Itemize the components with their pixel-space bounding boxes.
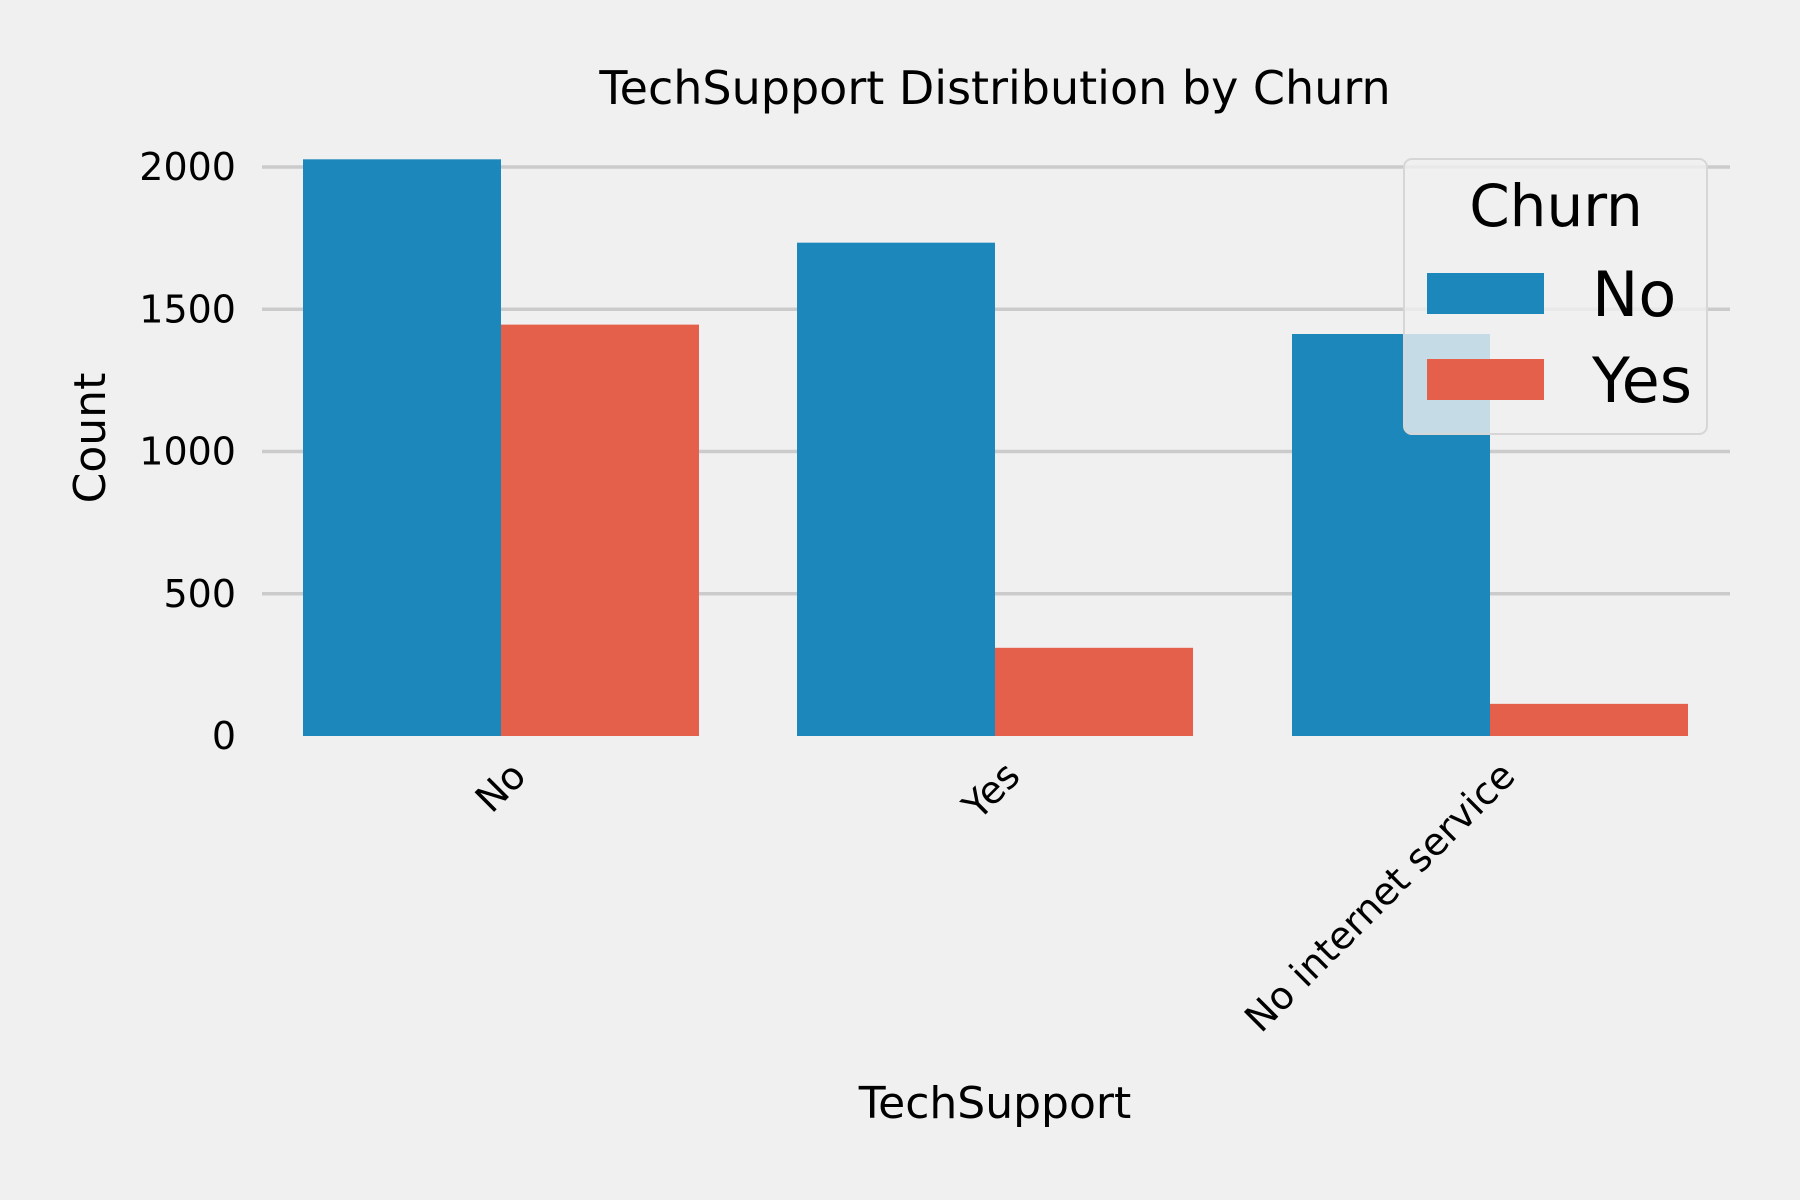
legend-label-yes: Yes	[1591, 344, 1692, 417]
y-axis-label: Count	[65, 373, 116, 504]
bar-no-internet-service-churn-yes	[1490, 703, 1688, 736]
y-axis-ticks: 0 500 1000 1500 2000	[139, 145, 236, 758]
y-tick-label: 1000	[139, 430, 236, 474]
y-tick-label: 0	[212, 714, 236, 758]
chart-title: TechSupport Distribution by Churn	[598, 61, 1390, 115]
legend-swatch-yes	[1427, 359, 1544, 400]
bar-yes-churn-yes	[995, 647, 1193, 736]
legend-label-no: No	[1592, 258, 1676, 331]
y-tick-label: 500	[163, 572, 236, 616]
legend-swatch-no	[1427, 273, 1544, 314]
legend-title: Churn	[1469, 172, 1643, 240]
bar-no-churn-yes	[501, 324, 699, 736]
y-tick-label: 2000	[139, 145, 236, 189]
y-tick-label: 1500	[139, 287, 236, 331]
bars	[303, 159, 1688, 737]
x-axis-label: TechSupport	[858, 1078, 1132, 1129]
legend: Churn No Yes	[1403, 158, 1708, 435]
bar-no-churn-no	[303, 159, 501, 737]
bar-yes-churn-no	[797, 242, 995, 736]
